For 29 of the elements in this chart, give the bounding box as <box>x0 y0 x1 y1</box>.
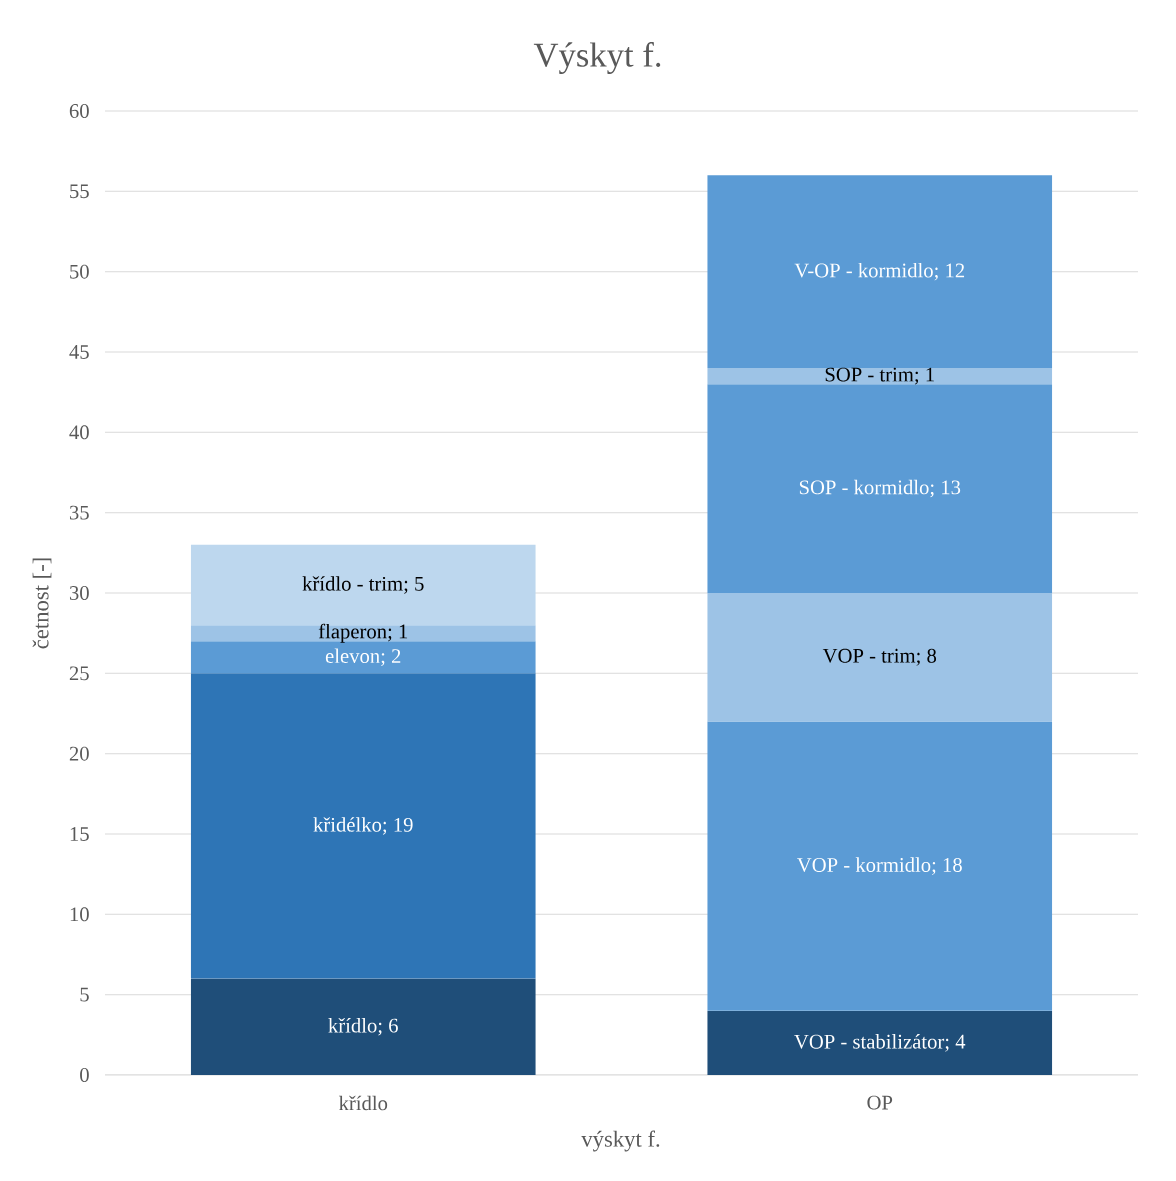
data-label: křídlo; 6 <box>328 1018 398 1036</box>
y-tick-label: 55 <box>70 184 89 199</box>
data-label: SOP - trim; 1 <box>825 367 934 385</box>
data-label: VOP - kormidlo; 18 <box>797 857 962 875</box>
data-label: flaperon; 1 <box>318 623 408 643</box>
y-tick-label: 25 <box>69 666 89 681</box>
x-tick-label: křídlo <box>338 1095 388 1111</box>
data-label: křídlo - trim; 5 <box>302 576 424 594</box>
data-label: V-OP - kormidlo; 12 <box>794 262 965 281</box>
chart-title: Výskyt f. <box>533 42 661 74</box>
y-tick-label: 0 <box>80 1068 89 1082</box>
data-label: VOP - trim; 8 <box>822 648 937 666</box>
data-label: VOP - stabilizátor; 4 <box>794 1034 966 1052</box>
y-tick-label: 5 <box>80 987 89 1002</box>
y-tick-label: 60 <box>69 104 89 118</box>
y-tick-label: 35 <box>69 505 89 520</box>
y-tick-label: 45 <box>69 345 89 359</box>
y-tick-label: 30 <box>69 586 89 600</box>
y-tick-label: 10 <box>70 907 89 922</box>
y-tick-label: 50 <box>70 264 89 279</box>
y-axis-title: četnost [-] <box>32 558 52 649</box>
y-tick-label: 20 <box>69 746 89 761</box>
data-label: elevon; 2 <box>325 648 401 667</box>
y-tick-label: 40 <box>69 425 89 440</box>
data-label: křidélko; 19 <box>313 817 413 835</box>
y-tick-label: 15 <box>70 827 89 841</box>
x-tick-label: OP <box>867 1095 893 1110</box>
data-label: SOP - kormidlo; 13 <box>799 479 961 498</box>
x-axis-title: výskyt f. <box>581 1130 660 1152</box>
